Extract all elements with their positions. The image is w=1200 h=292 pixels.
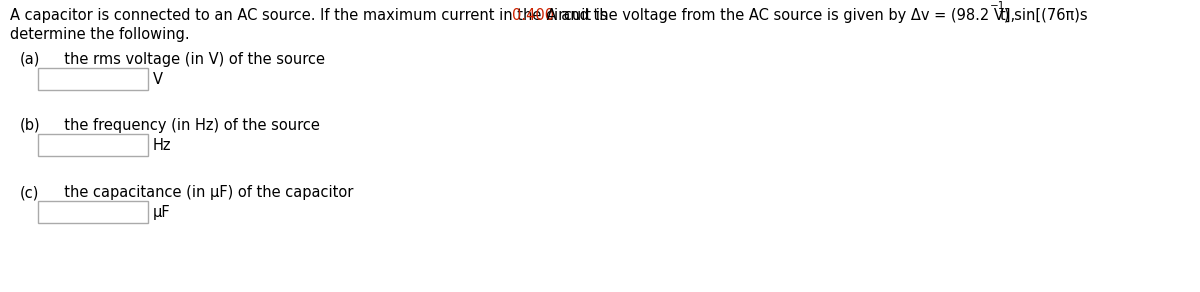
Text: determine the following.: determine the following. [10,27,190,42]
Text: the rms voltage (in V) of the source: the rms voltage (in V) of the source [55,52,325,67]
Text: V: V [154,72,163,86]
Text: the frequency (in Hz) of the source: the frequency (in Hz) of the source [55,118,320,133]
Text: the capacitance (in μF) of the capacitor: the capacitance (in μF) of the capacitor [55,185,353,200]
Bar [38,201,148,223]
Text: Hz: Hz [154,138,172,152]
Bar [38,134,148,156]
Text: (a): (a) [20,52,41,67]
Text: −1: −1 [990,1,1006,11]
Text: 0.400: 0.400 [512,8,554,23]
Text: (c): (c) [20,185,40,200]
Text: (b): (b) [20,118,41,133]
Text: μF: μF [154,204,170,220]
Bar [38,68,148,90]
Text: A and the voltage from the AC source is given by Δv = (98.2 V) sin[(76π)s: A and the voltage from the AC source is … [542,8,1088,23]
Text: t],: t], [1000,8,1015,23]
Text: A capacitor is connected to an AC source. If the maximum current in the circuit : A capacitor is connected to an AC source… [10,8,612,23]
